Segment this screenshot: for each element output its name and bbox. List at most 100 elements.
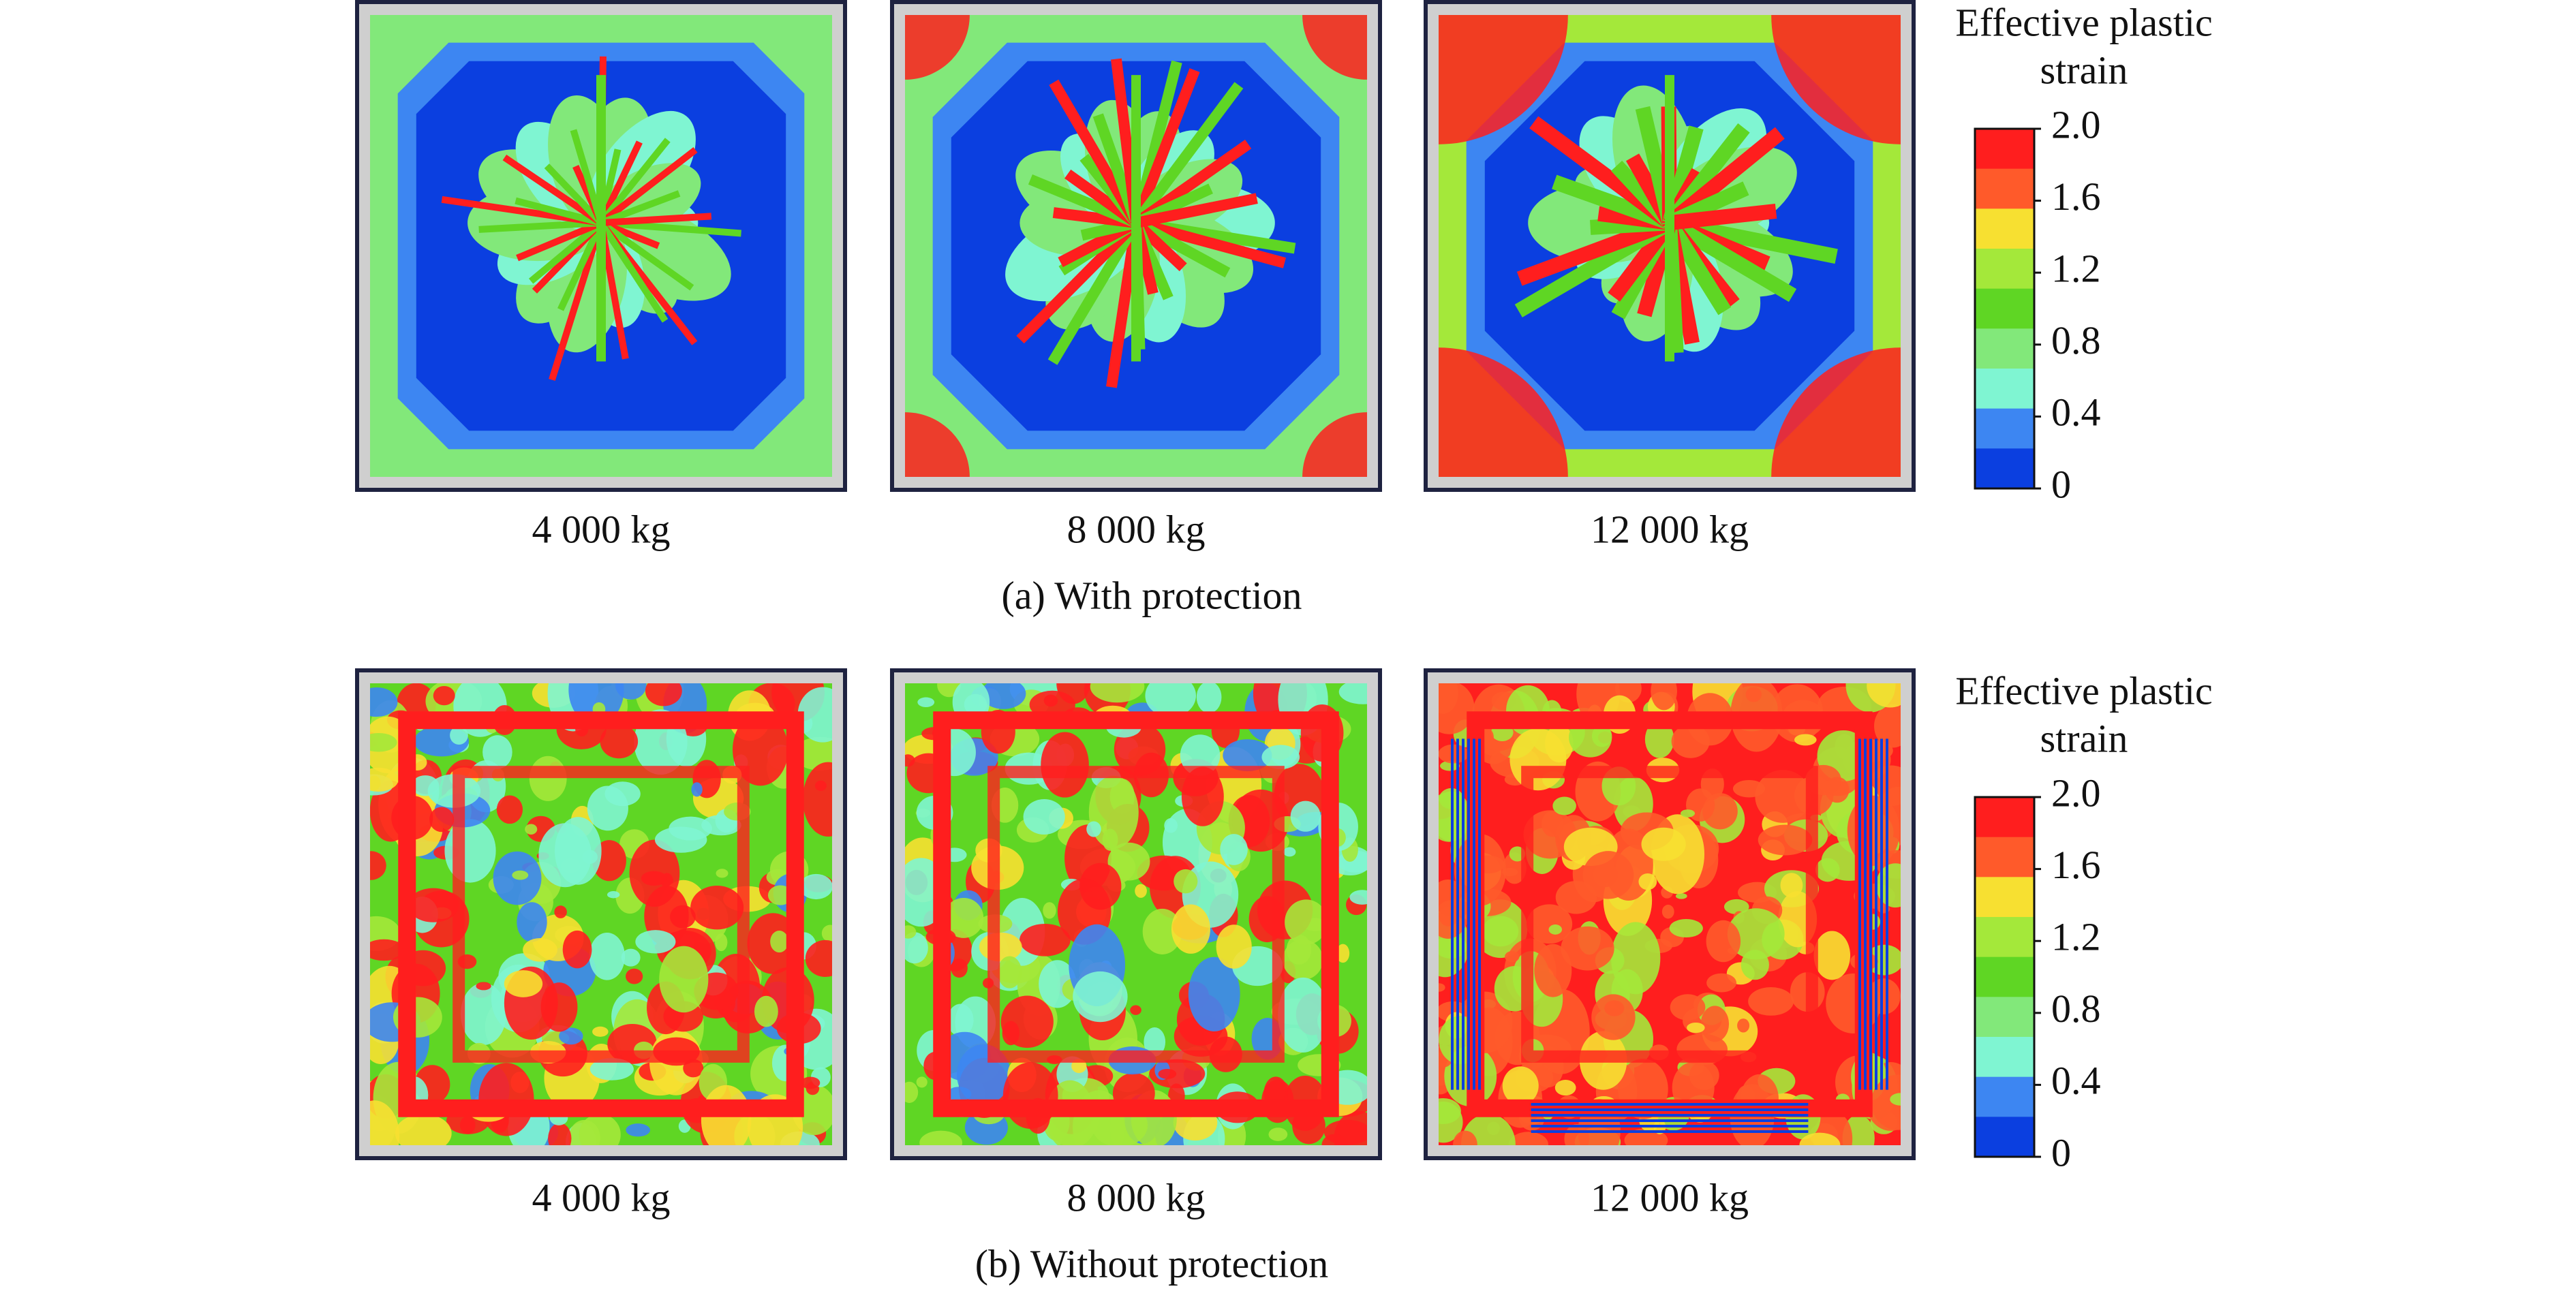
plate-region — [504, 970, 543, 997]
panel-label: 8 000 kg — [1067, 507, 1206, 551]
plate-region — [1142, 908, 1182, 954]
plate-region — [395, 1114, 452, 1145]
plate-region — [598, 140, 643, 225]
plate-region — [482, 735, 512, 769]
plate-region — [1502, 1066, 1539, 1106]
plate-region — [1521, 766, 1818, 1063]
plate-region — [1542, 811, 1564, 837]
plate-region — [1555, 880, 1597, 914]
plate-region — [444, 819, 496, 883]
plate-region — [1771, 347, 1901, 477]
plate-region — [805, 939, 832, 978]
colorbar-title: Effective plastic — [1955, 668, 2212, 713]
plate-region — [600, 213, 712, 227]
plate-region — [933, 711, 1339, 1117]
plate-region — [1285, 899, 1328, 945]
plate-region — [1482, 916, 1519, 947]
colorbar-band — [1975, 408, 2034, 449]
plate-region — [1548, 924, 1563, 935]
plate-region — [1268, 1127, 1288, 1141]
plate-region — [450, 726, 468, 745]
plate-region — [629, 839, 680, 907]
plate-region — [540, 982, 578, 1032]
plate-region — [370, 851, 386, 880]
plate-region — [770, 930, 788, 953]
colorbar-band — [1975, 797, 2034, 838]
plate-region — [1131, 68, 1200, 225]
plate-region — [1874, 704, 1901, 748]
contour-plot — [905, 15, 1367, 477]
plate-region — [797, 687, 832, 743]
colorbar-band — [1975, 1076, 2034, 1117]
plate-region — [453, 766, 750, 1063]
plate-region — [615, 683, 647, 700]
colorbar-band — [1975, 129, 2034, 170]
plate-region — [1508, 1132, 1548, 1145]
plate-region — [370, 732, 397, 752]
plate-region — [1661, 904, 1674, 919]
plate-region — [1135, 884, 1147, 898]
plate-region — [525, 824, 538, 835]
plate-region — [943, 897, 984, 938]
plate-region — [589, 933, 626, 980]
plate-region — [1220, 834, 1248, 865]
plate-region — [1813, 931, 1851, 980]
plate-region — [1771, 15, 1901, 144]
plate-region — [635, 930, 676, 954]
plate-region — [916, 1076, 927, 1088]
plate-region — [1890, 1093, 1901, 1106]
plate-region — [516, 219, 602, 262]
plate-region — [544, 164, 604, 225]
colorbar-band — [1975, 956, 2034, 997]
plate-region — [1758, 824, 1813, 856]
plate-region — [1088, 775, 1139, 850]
plate-region — [1669, 918, 1703, 938]
colorbar-tick-label: 0.4 — [2051, 1059, 2101, 1103]
plate-region — [1604, 1000, 1625, 1016]
plate-region — [408, 888, 459, 922]
plate-region — [1504, 951, 1520, 963]
plate-region — [1727, 908, 1785, 960]
plate-region — [1278, 977, 1328, 1053]
plate-region — [1283, 847, 1296, 857]
contour-plot — [1439, 683, 1901, 1145]
plate-region — [799, 873, 832, 900]
colorbar-band — [1975, 997, 2034, 1038]
plate-region — [1144, 1027, 1166, 1057]
plate-region — [1552, 796, 1576, 815]
caption: (b) Without protection — [975, 1241, 1329, 1286]
plate-region — [947, 1004, 974, 1037]
plate-region — [598, 147, 698, 226]
plate-region — [370, 1100, 400, 1145]
plate-region — [715, 933, 728, 952]
plate-region — [716, 869, 729, 878]
colorbar-band — [1975, 877, 2034, 918]
colorbar-tick-label: 0.8 — [2051, 318, 2101, 362]
colorbar-band — [1975, 917, 2034, 958]
plate-region — [1302, 15, 1367, 80]
contour-plot — [905, 683, 1367, 1145]
plate-region — [917, 697, 935, 708]
plate-region — [1748, 987, 1794, 1016]
colorbar-band — [1975, 288, 2034, 329]
plate-region — [1723, 899, 1749, 914]
colorbar-title: strain — [2040, 716, 2128, 760]
plate-region — [1439, 744, 1469, 764]
plate-region — [1561, 926, 1614, 971]
plate-region — [814, 780, 827, 791]
plate-region — [690, 886, 744, 930]
plate-region — [905, 1081, 919, 1103]
colorbar-band — [1975, 837, 2034, 877]
colorbar-band — [1975, 168, 2034, 209]
plate-region — [1180, 734, 1221, 776]
plate-region — [548, 1123, 572, 1145]
plate-region — [1158, 1068, 1177, 1079]
plate-region — [1638, 873, 1657, 890]
plate-region — [1043, 902, 1056, 919]
plate-region — [1554, 1079, 1576, 1096]
plate-region — [549, 221, 604, 382]
panel-label: 12 000 kg — [1591, 507, 1749, 551]
colorbar-frame — [1974, 796, 2036, 1158]
plate-region — [370, 939, 405, 961]
plate-region — [1871, 1074, 1901, 1130]
